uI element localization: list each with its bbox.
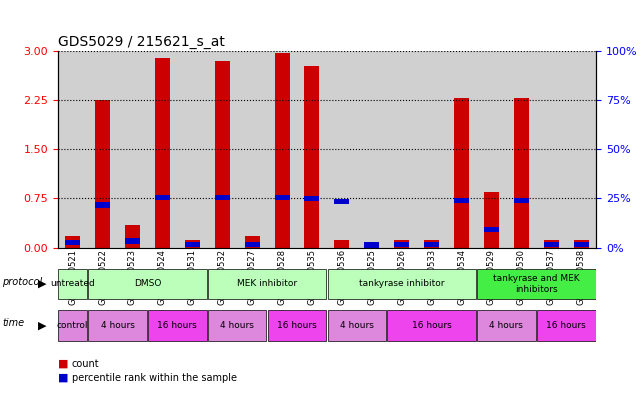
Bar — [65, 240, 80, 245]
Text: count: count — [72, 358, 99, 369]
Text: tankyrase and MEK
inhibitors: tankyrase and MEK inhibitors — [493, 274, 579, 294]
Bar — [537, 310, 595, 341]
Bar — [58, 268, 87, 299]
Bar — [58, 310, 87, 341]
Bar — [357, 51, 387, 248]
Bar — [88, 51, 117, 248]
Bar — [477, 310, 536, 341]
Bar — [394, 240, 409, 248]
Bar — [245, 236, 260, 248]
Text: ■: ■ — [58, 358, 68, 369]
Bar — [117, 51, 147, 248]
Bar — [185, 242, 200, 247]
Bar — [454, 98, 469, 248]
Bar — [387, 51, 417, 248]
Text: DMSO: DMSO — [134, 279, 161, 288]
Bar — [88, 310, 147, 341]
Bar — [268, 310, 326, 341]
Bar — [155, 58, 170, 248]
Bar — [274, 53, 290, 248]
Bar — [544, 242, 559, 247]
Bar — [215, 195, 229, 200]
Bar — [208, 310, 267, 341]
Bar — [304, 196, 319, 201]
Text: ▶: ▶ — [38, 279, 47, 289]
Bar — [237, 51, 267, 248]
Text: time: time — [2, 318, 24, 328]
Bar — [387, 310, 476, 341]
Text: GDS5029 / 215621_s_at: GDS5029 / 215621_s_at — [58, 35, 224, 49]
Text: protocol: protocol — [2, 277, 42, 287]
Bar — [335, 199, 349, 204]
Bar — [245, 242, 260, 247]
Bar — [185, 240, 200, 248]
Text: ▶: ▶ — [38, 320, 47, 330]
Bar — [424, 240, 439, 248]
Bar — [364, 244, 379, 248]
Text: 4 hours: 4 hours — [340, 321, 374, 330]
Bar — [335, 240, 349, 248]
Text: percentile rank within the sample: percentile rank within the sample — [72, 373, 237, 383]
Bar — [574, 240, 588, 248]
Bar — [274, 195, 290, 200]
Bar — [537, 51, 566, 248]
Text: untreated: untreated — [50, 279, 95, 288]
Bar — [178, 51, 207, 248]
Bar — [95, 100, 110, 248]
Bar — [155, 195, 170, 200]
Bar — [417, 51, 447, 248]
Text: tankyrase inhibitor: tankyrase inhibitor — [359, 279, 444, 288]
Bar — [328, 310, 386, 341]
Bar — [267, 51, 297, 248]
Bar — [484, 227, 499, 232]
Bar — [125, 239, 140, 244]
Text: 16 hours: 16 hours — [412, 321, 451, 330]
Text: control: control — [57, 321, 88, 330]
Text: 16 hours: 16 hours — [546, 321, 586, 330]
Bar — [447, 51, 476, 248]
Bar — [514, 198, 529, 203]
Bar — [304, 66, 319, 248]
Text: 16 hours: 16 hours — [158, 321, 197, 330]
Text: 16 hours: 16 hours — [277, 321, 317, 330]
Bar — [88, 268, 206, 299]
Bar — [215, 61, 229, 248]
Text: 4 hours: 4 hours — [490, 321, 523, 330]
Bar — [394, 242, 409, 247]
Bar — [476, 51, 506, 248]
Bar — [574, 242, 588, 247]
Bar — [147, 51, 178, 248]
Bar — [484, 192, 499, 248]
Bar — [95, 202, 110, 208]
Bar — [477, 268, 595, 299]
Bar — [424, 242, 439, 247]
Bar — [65, 236, 80, 248]
Bar — [328, 268, 476, 299]
Bar — [544, 240, 559, 248]
Bar — [207, 51, 237, 248]
Bar — [364, 242, 379, 248]
Bar — [208, 268, 326, 299]
Bar — [506, 51, 537, 248]
Text: 4 hours: 4 hours — [221, 321, 254, 330]
Bar — [327, 51, 357, 248]
Text: 4 hours: 4 hours — [101, 321, 135, 330]
Bar — [58, 51, 88, 248]
Bar — [454, 198, 469, 203]
Text: ■: ■ — [58, 373, 68, 383]
Text: MEK inhibitor: MEK inhibitor — [237, 279, 297, 288]
Bar — [125, 225, 140, 248]
Bar — [297, 51, 327, 248]
Bar — [566, 51, 596, 248]
Bar — [148, 310, 206, 341]
Bar — [514, 98, 529, 248]
